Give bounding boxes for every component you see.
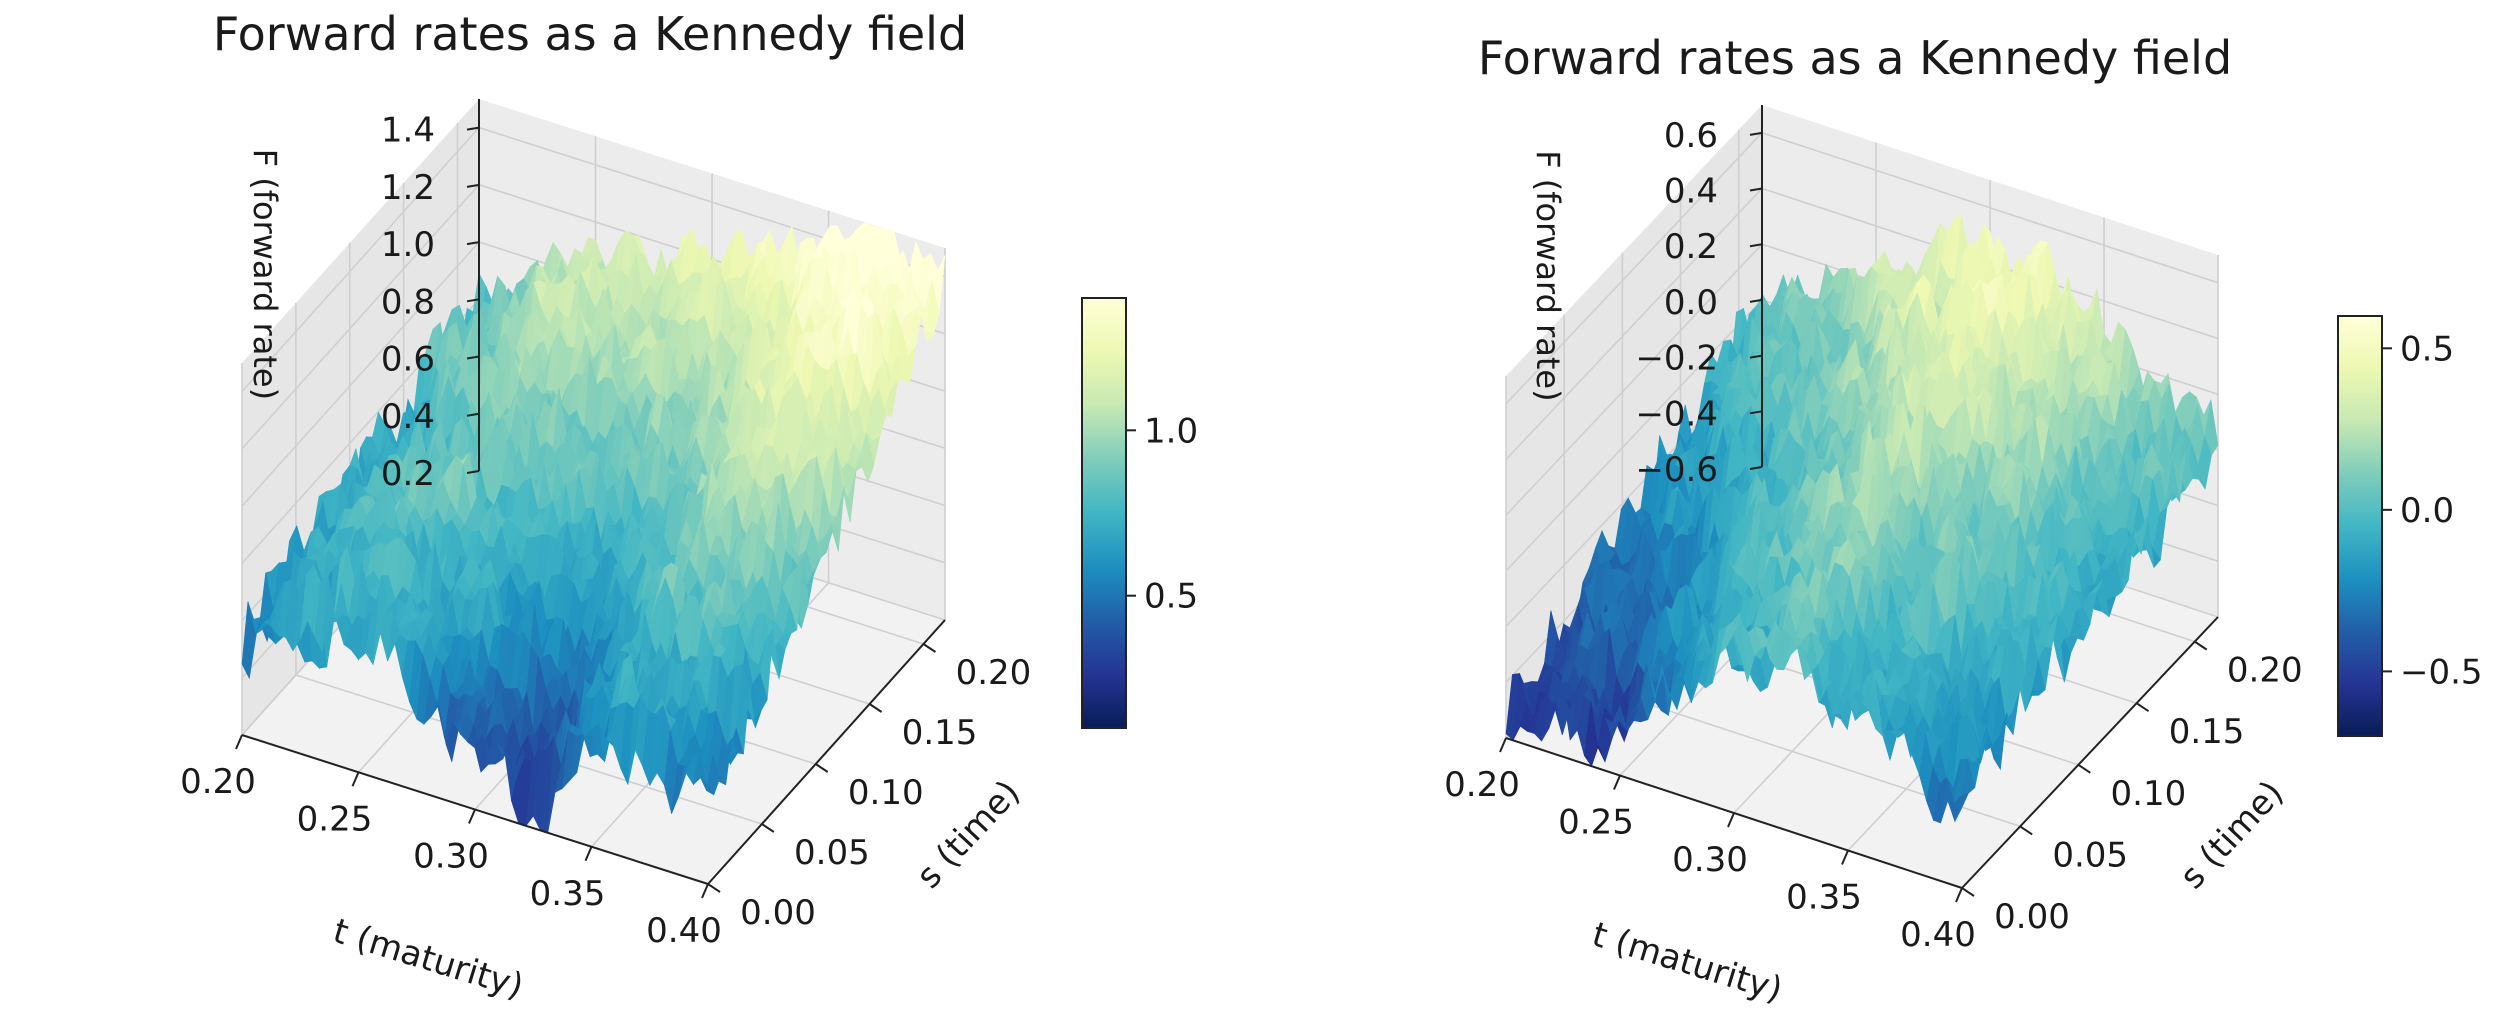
t-tick-label: 0.40 [646, 911, 722, 951]
t-tick [235, 734, 243, 750]
s-tick-label: 0.05 [794, 833, 870, 873]
s-tick-label: 0.10 [848, 773, 924, 813]
s-axis-label: s (time) [909, 773, 1028, 897]
t-tick-label: 0.20 [180, 762, 256, 802]
chart-right: 0.200.250.300.350.40 0.000.050.100.150.20… [1444, 31, 2482, 1010]
colorbar [1081, 297, 1127, 729]
s-tick [707, 883, 721, 893]
s-tick-label: 0.00 [740, 893, 816, 933]
chart-title: Forward rates as a Kennedy field [213, 7, 967, 61]
z-axis-label: F (forward rate) [246, 149, 284, 400]
s-tick-label: 0.20 [956, 653, 1032, 693]
t-tick-label: 0.30 [413, 837, 489, 877]
z-tick-label: 1.2 [381, 168, 435, 208]
z-tick-label: 0.8 [381, 282, 435, 322]
z-tick-label: 0.4 [381, 397, 435, 437]
z-tick-label: 1.4 [381, 111, 435, 151]
colorbar-tick-label: 0.5 [1144, 577, 1198, 617]
z-tick-label: 0.6 [381, 340, 435, 380]
surface [241, 221, 946, 834]
s-tick [761, 823, 775, 833]
colorbar-tick-label: 1.0 [1144, 411, 1198, 451]
t-tick [701, 883, 709, 899]
t-tick-label: 0.25 [297, 799, 373, 839]
z-tick-label: 1.0 [381, 225, 435, 265]
chart-left: 0.200.250.300.350.40 0.000.050.100.150.20… [180, 7, 1198, 1007]
t-tick [351, 771, 360, 787]
t-tick [584, 846, 593, 862]
s-tick-label: 0.15 [902, 713, 978, 753]
z-tick-label: 0.2 [381, 454, 435, 494]
t-tick-label: 0.35 [530, 874, 606, 914]
s-tick [815, 763, 829, 773]
s-tick [922, 643, 937, 653]
t-tick [468, 809, 476, 824]
t-axis-label: t (maturity) [328, 911, 528, 1007]
s-tick [869, 703, 883, 713]
